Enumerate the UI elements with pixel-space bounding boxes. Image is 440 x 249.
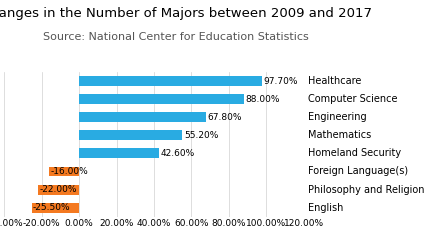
Bar [79,130,183,140]
Text: -16.00%: -16.00% [51,167,88,176]
Text: 42.60%: 42.60% [160,149,194,158]
Bar [79,94,244,104]
Text: 88.00%: 88.00% [245,95,280,104]
Bar [79,112,206,122]
Text: Philosophy and Religion: Philosophy and Religion [308,185,425,194]
Text: Foreign Language(s): Foreign Language(s) [308,167,408,177]
Text: Computer Science: Computer Science [308,94,397,104]
Text: Healthcare: Healthcare [308,76,361,86]
Text: -25.50%: -25.50% [33,203,71,212]
Text: Mathematics: Mathematics [308,130,371,140]
Bar [38,185,79,194]
Bar [32,203,79,213]
Text: 97.70%: 97.70% [264,77,298,86]
Text: Engineering: Engineering [308,112,367,122]
Text: -22.00%: -22.00% [40,185,77,194]
Text: English: English [308,203,343,213]
Text: Changes in the Number of Majors between 2009 and 2017: Changes in the Number of Majors between … [0,7,371,20]
Bar [79,76,262,86]
Text: 67.80%: 67.80% [208,113,242,122]
Text: Source: National Center for Education Statistics: Source: National Center for Education St… [43,32,309,42]
Text: 55.20%: 55.20% [184,131,218,140]
Bar [79,148,159,158]
Bar [49,167,79,177]
Text: Homeland Security: Homeland Security [308,148,401,158]
